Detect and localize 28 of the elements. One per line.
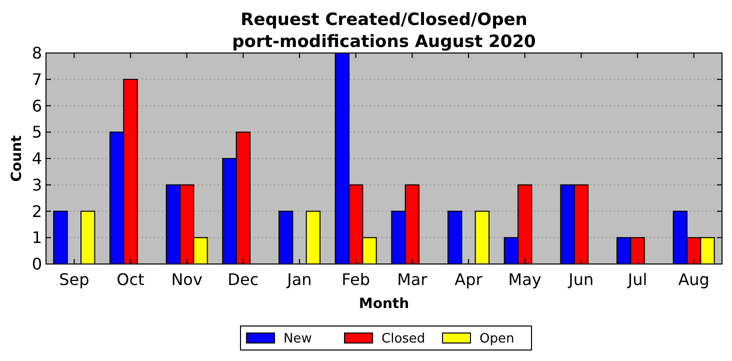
- x-tick-label: Jan: [286, 270, 312, 289]
- y-tick-label: 7: [32, 70, 42, 89]
- y-tick-label: 1: [32, 228, 42, 248]
- y-axis-title: Count: [9, 134, 25, 182]
- y-tick-label: 2: [32, 202, 42, 221]
- x-tick-label: Jun: [568, 270, 594, 289]
- y-tick-label: 5: [32, 122, 42, 142]
- y-tick-label: 0: [32, 254, 42, 274]
- y-tick-label: 6: [32, 96, 42, 116]
- x-axis-title: Month: [358, 296, 410, 312]
- chart-subtitle: port-modifications August 2020: [232, 32, 536, 52]
- x-tick-label: Dec: [228, 270, 259, 289]
- x-tick-label: Apr: [454, 270, 483, 289]
- y-tick-label: 4: [32, 149, 42, 168]
- x-tick-label: Sep: [59, 270, 90, 289]
- x-tick-label: May: [508, 270, 542, 289]
- x-tick-label: Jul: [626, 270, 648, 289]
- legend-label: Closed: [382, 332, 426, 347]
- y-tick-label: 8: [32, 44, 42, 63]
- x-tick-label: Mar: [397, 270, 428, 289]
- x-tick-label: Feb: [342, 270, 370, 289]
- y-tick-label: 3: [32, 175, 42, 194]
- x-tick-label: Oct: [116, 270, 144, 289]
- x-tick-label: Nov: [171, 270, 202, 289]
- legend-label: New: [284, 332, 312, 347]
- x-tick-label: Aug: [678, 270, 710, 289]
- legend-label: Open: [480, 332, 514, 347]
- chart-title: Request Created/Closed/Open: [240, 10, 528, 30]
